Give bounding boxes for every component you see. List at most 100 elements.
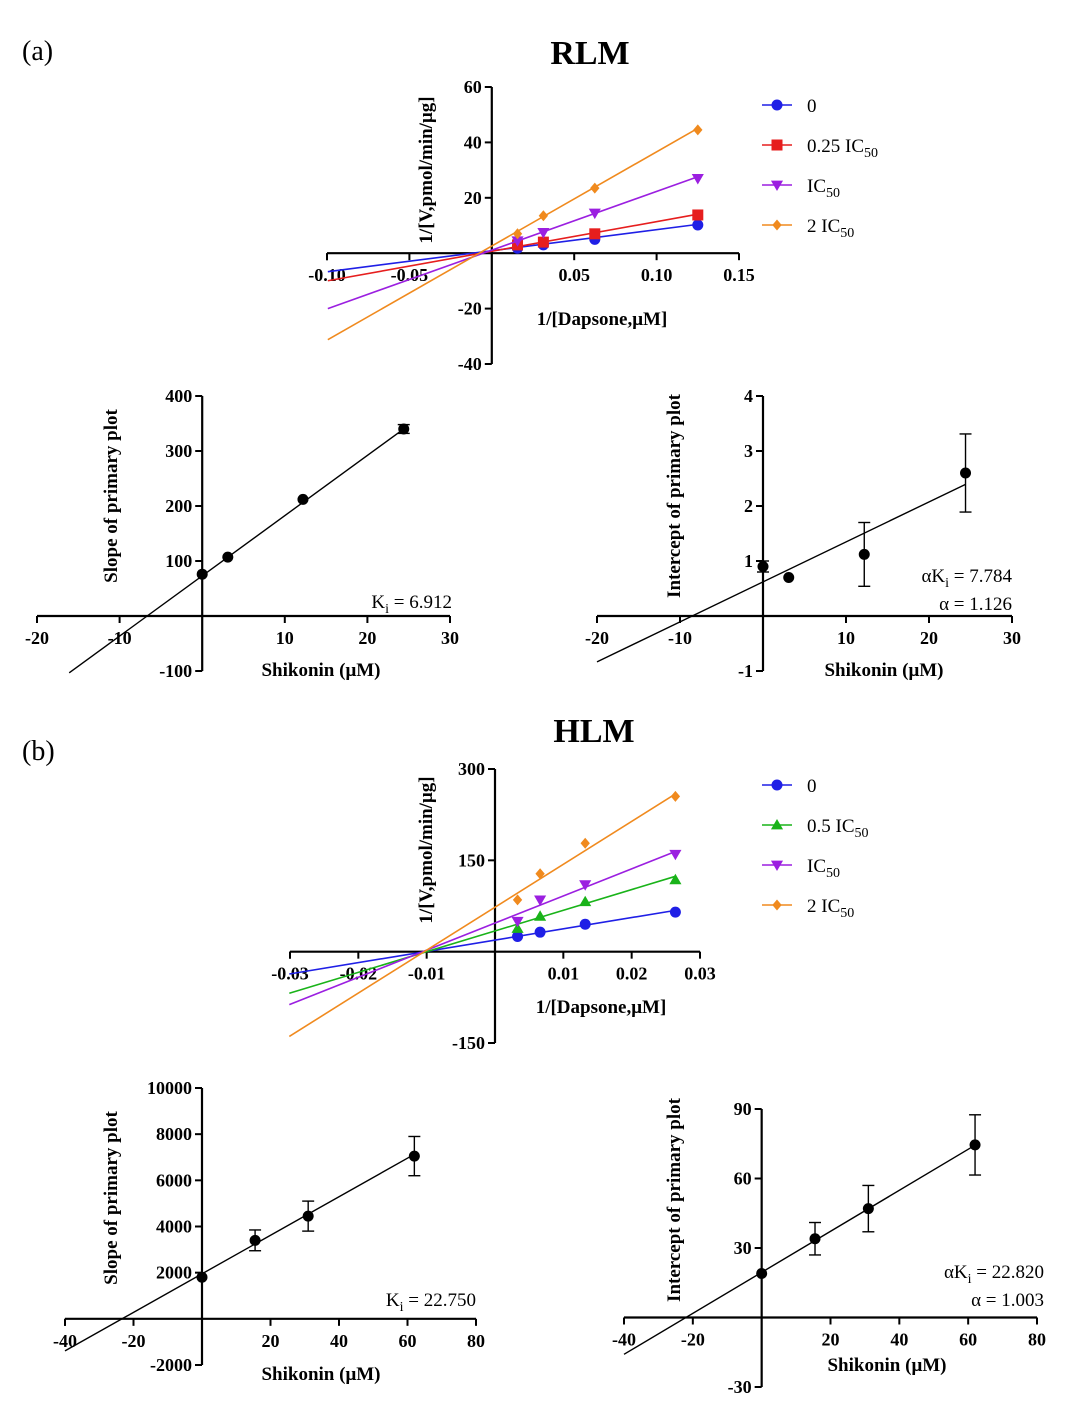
y-axis-title: 1/[V,pmol/min/μg] [416,96,437,243]
data-point-group [969,1114,982,1176]
legend-label-sub: 50 [840,906,854,921]
y-axis-title: 1/[V,pmol/min/μg] [416,776,437,923]
x-tick-label: -20 [25,628,49,648]
data-point [589,228,601,240]
annotation-k-sub: i [400,1300,404,1315]
data-point-group [297,493,309,505]
y-axis-title: Slope of primary plot [101,409,122,583]
annotation-k-value: = 22.750 [404,1290,476,1311]
annotation-alpha: α = 1.003 [971,1290,1044,1311]
data-point [196,1271,208,1283]
data-point [511,236,524,247]
y-axis-title: Intercept of primary plot [664,1097,685,1302]
annotation-k: Ki = 22.750 [386,1290,476,1315]
data-point [692,209,704,221]
y-tick-label: 60 [734,1169,752,1189]
data-point [398,423,410,435]
x-tick-label: 30 [1003,628,1021,648]
x-tick-label: 60 [959,1330,977,1350]
y-tick-label: 6000 [156,1170,192,1190]
x-axis-title: 1/[Dapsone,μM] [536,997,667,1018]
fit-line [623,1144,976,1355]
legend-label-main: 2 IC [807,896,840,917]
x-tick-label: -0.02 [340,964,378,984]
y-tick-label: -150 [452,1033,485,1053]
data-point [669,849,682,861]
legend-label-main: 0.5 IC [807,816,855,837]
legend-label-sub: 50 [826,866,840,881]
series-3 [288,790,681,1038]
data-point [580,837,590,849]
y-tick-label: 150 [458,850,485,870]
legend-label-main: IC [807,856,826,877]
y-tick-label: 100 [165,551,192,571]
y-tick-label: 8000 [156,1124,192,1144]
data-point [693,124,703,136]
legend-label-sub: 50 [855,826,869,841]
annotation-k-value: = 6.912 [389,592,452,613]
legend-entry: 0 [762,96,817,117]
legend-label: 0.25 IC50 [807,136,878,161]
data-point [249,1234,261,1246]
annotation-k-sub: i [945,576,949,591]
x-tick-label: -0.05 [391,265,429,285]
y-tick-label: -30 [728,1377,752,1397]
data-point [512,930,524,942]
fit-line [289,909,676,975]
y-tick-label: 2 [744,496,753,516]
x-axis-title: Shikonin (μM) [824,660,943,681]
data-point [588,208,601,220]
data-point-group [196,1271,208,1283]
legend-entry: 2 IC50 [762,896,854,921]
x-axis-title: Shikonin (μM) [261,1364,380,1385]
y-tick-label: -2000 [150,1355,192,1375]
annotation-k-main: K [371,592,385,613]
legend-label-main: 0 [807,96,817,117]
data-point [858,548,870,560]
data-point [669,873,682,885]
series-2 [327,174,704,310]
data-point-group [408,1135,421,1177]
data-point-group [249,1229,262,1252]
fit-line [68,428,405,674]
data-point [537,228,550,239]
y-tick-label: -100 [159,661,192,681]
data-point [408,1150,420,1162]
fit-line [327,175,699,310]
data-point [809,1233,821,1245]
legend-label-main: IC [807,176,826,197]
x-tick-label: 0.01 [548,964,580,984]
y-tick-label: 1 [744,551,753,571]
data-point [669,906,681,918]
x-axis-title: Shikonin (μM) [827,1355,946,1376]
data-point [960,467,972,479]
annotation-k-main: αK [921,566,945,587]
data-point [534,895,547,906]
data-point [579,895,592,907]
legend-label: 2 IC50 [807,896,854,921]
x-axis-title: Shikonin (μM) [261,660,380,681]
legend-marker [772,899,782,911]
x-tick-label: 80 [467,1331,485,1351]
x-tick-label: 20 [262,1331,280,1351]
legend-label: 0 [807,96,817,117]
data-point [534,926,546,938]
data-point [511,922,524,933]
data-point-group [862,1184,875,1233]
annotation-k-main: K [386,1290,400,1311]
x-tick-label: 30 [441,628,459,648]
x-tick-label: -40 [612,1330,636,1350]
y-tick-label: 4000 [156,1217,192,1237]
x-tick-label: 80 [1028,1330,1046,1350]
legend-label: 2 IC50 [807,216,854,241]
y-tick-label: 40 [464,132,482,152]
chart-hlm-slope: -40 -20 20 40 60 80 -2000 2000 4000 6000 8000 10000… [53,1078,485,1385]
series-0 [289,906,681,975]
legend-marker [771,139,783,151]
legend-label-sub: 50 [864,146,878,161]
data-point [783,572,795,583]
y-tick-label: 90 [734,1099,752,1119]
y-tick-label: 60 [464,77,482,97]
